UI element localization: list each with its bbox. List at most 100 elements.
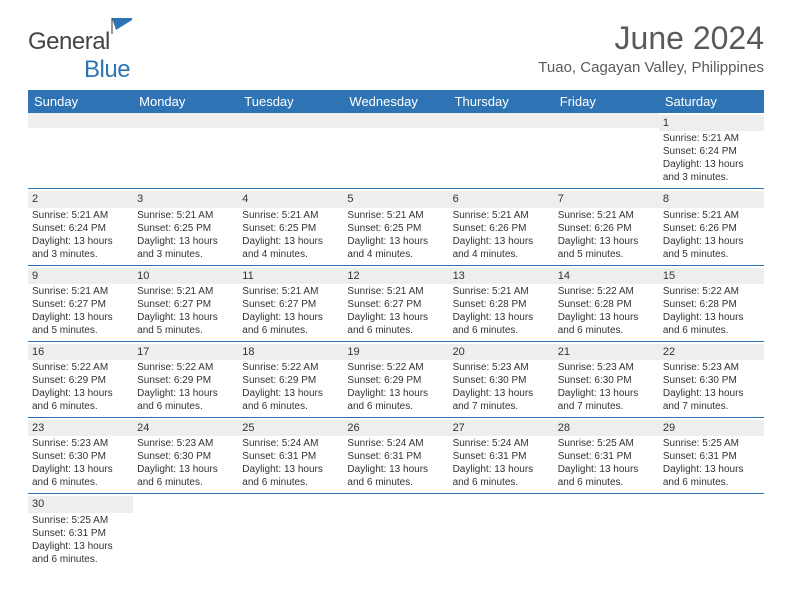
daylight-line: Daylight: 13 hours and 6 minutes. [137,387,234,413]
sunset-line: Sunset: 6:31 PM [242,450,339,463]
sunrise-line: Sunrise: 5:21 AM [242,209,339,222]
calendar-cell: 8Sunrise: 5:21 AMSunset: 6:26 PMDaylight… [659,189,764,265]
sunset-line: Sunset: 6:30 PM [32,450,129,463]
sunset-line: Sunset: 6:31 PM [347,450,444,463]
sunset-line: Sunset: 6:27 PM [242,298,339,311]
calendar-cell: 16Sunrise: 5:22 AMSunset: 6:29 PMDayligh… [28,341,133,417]
calendar-cell: 23Sunrise: 5:23 AMSunset: 6:30 PMDayligh… [28,418,133,494]
day-number: 20 [449,344,554,360]
sunset-line: Sunset: 6:29 PM [347,374,444,387]
sunset-line: Sunset: 6:31 PM [558,450,655,463]
daylight-line: Daylight: 13 hours and 6 minutes. [558,463,655,489]
calendar-header-row: SundayMondayTuesdayWednesdayThursdayFrid… [28,90,764,113]
logo-text-1: General [28,28,110,55]
calendar-week-row: 30Sunrise: 5:25 AMSunset: 6:31 PMDayligh… [28,494,764,570]
day-number: 23 [28,420,133,436]
calendar-cell: 13Sunrise: 5:21 AMSunset: 6:28 PMDayligh… [449,265,554,341]
sunrise-line: Sunrise: 5:21 AM [137,209,234,222]
daylight-line: Daylight: 13 hours and 6 minutes. [137,463,234,489]
day-number: 19 [343,344,448,360]
sunrise-line: Sunrise: 5:21 AM [137,285,234,298]
sunrise-line: Sunrise: 5:21 AM [558,209,655,222]
sunrise-line: Sunrise: 5:22 AM [32,361,129,374]
day-number: 3 [133,191,238,207]
logo-text-2: Blue [84,56,130,83]
calendar-cell [28,113,133,189]
sunrise-line: Sunrise: 5:21 AM [663,209,760,222]
location-text: Tuao, Cagayan Valley, Philippines [538,59,764,76]
calendar-cell: 22Sunrise: 5:23 AMSunset: 6:30 PMDayligh… [659,341,764,417]
sunset-line: Sunset: 6:30 PM [663,374,760,387]
sunset-line: Sunset: 6:27 PM [347,298,444,311]
calendar-cell: 30Sunrise: 5:25 AMSunset: 6:31 PMDayligh… [28,494,133,570]
day-header: Wednesday [343,90,448,113]
sunrise-line: Sunrise: 5:22 AM [558,285,655,298]
daylight-line: Daylight: 13 hours and 5 minutes. [137,311,234,337]
calendar-cell: 3Sunrise: 5:21 AMSunset: 6:25 PMDaylight… [133,189,238,265]
calendar-cell [659,494,764,570]
calendar-week-row: 23Sunrise: 5:23 AMSunset: 6:30 PMDayligh… [28,418,764,494]
calendar-week-row: 2Sunrise: 5:21 AMSunset: 6:24 PMDaylight… [28,189,764,265]
calendar-cell [133,113,238,189]
day-number: 30 [28,496,133,512]
day-number: 12 [343,268,448,284]
calendar-cell [554,494,659,570]
day-number: 6 [449,191,554,207]
daylight-line: Daylight: 13 hours and 7 minutes. [663,387,760,413]
daylight-line: Daylight: 13 hours and 6 minutes. [453,311,550,337]
sunrise-line: Sunrise: 5:21 AM [347,209,444,222]
calendar-cell: 5Sunrise: 5:21 AMSunset: 6:25 PMDaylight… [343,189,448,265]
daylight-line: Daylight: 13 hours and 4 minutes. [347,235,444,261]
sunset-line: Sunset: 6:26 PM [558,222,655,235]
daylight-line: Daylight: 13 hours and 3 minutes. [663,158,760,184]
calendar-cell: 20Sunrise: 5:23 AMSunset: 6:30 PMDayligh… [449,341,554,417]
daylight-line: Daylight: 13 hours and 5 minutes. [32,311,129,337]
day-number: 4 [238,191,343,207]
daylight-line: Daylight: 13 hours and 5 minutes. [663,235,760,261]
calendar-cell [133,494,238,570]
calendar-cell: 17Sunrise: 5:22 AMSunset: 6:29 PMDayligh… [133,341,238,417]
day-number: 24 [133,420,238,436]
sunrise-line: Sunrise: 5:23 AM [558,361,655,374]
sunset-line: Sunset: 6:24 PM [663,145,760,158]
calendar-body: 1Sunrise: 5:21 AMSunset: 6:24 PMDaylight… [28,113,764,570]
daylight-line: Daylight: 13 hours and 6 minutes. [347,387,444,413]
sunrise-line: Sunrise: 5:24 AM [453,437,550,450]
sunset-line: Sunset: 6:24 PM [32,222,129,235]
calendar-cell: 12Sunrise: 5:21 AMSunset: 6:27 PMDayligh… [343,265,448,341]
calendar-cell: 10Sunrise: 5:21 AMSunset: 6:27 PMDayligh… [133,265,238,341]
daylight-line: Daylight: 13 hours and 6 minutes. [242,463,339,489]
sunset-line: Sunset: 6:29 PM [32,374,129,387]
sunrise-line: Sunrise: 5:21 AM [347,285,444,298]
sunset-line: Sunset: 6:30 PM [137,450,234,463]
calendar-cell: 6Sunrise: 5:21 AMSunset: 6:26 PMDaylight… [449,189,554,265]
daylight-line: Daylight: 13 hours and 6 minutes. [558,311,655,337]
sunset-line: Sunset: 6:26 PM [453,222,550,235]
sunrise-line: Sunrise: 5:21 AM [32,209,129,222]
sunrise-line: Sunrise: 5:23 AM [453,361,550,374]
sunrise-line: Sunrise: 5:23 AM [137,437,234,450]
calendar-cell: 26Sunrise: 5:24 AMSunset: 6:31 PMDayligh… [343,418,448,494]
day-number: 18 [238,344,343,360]
daylight-line: Daylight: 13 hours and 5 minutes. [558,235,655,261]
calendar-page: GeneralBlue June 2024 Tuao, Cagayan Vall… [0,0,792,570]
calendar-cell [343,494,448,570]
calendar-cell [343,113,448,189]
sunrise-line: Sunrise: 5:21 AM [32,285,129,298]
calendar-cell: 15Sunrise: 5:22 AMSunset: 6:28 PMDayligh… [659,265,764,341]
day-header: Thursday [449,90,554,113]
sunrise-line: Sunrise: 5:25 AM [663,437,760,450]
sunset-line: Sunset: 6:27 PM [32,298,129,311]
calendar-cell: 29Sunrise: 5:25 AMSunset: 6:31 PMDayligh… [659,418,764,494]
calendar-week-row: 1Sunrise: 5:21 AMSunset: 6:24 PMDaylight… [28,113,764,189]
daylight-line: Daylight: 13 hours and 6 minutes. [32,540,129,566]
sunset-line: Sunset: 6:28 PM [663,298,760,311]
day-number: 9 [28,268,133,284]
day-number: 5 [343,191,448,207]
day-header: Tuesday [238,90,343,113]
sunset-line: Sunset: 6:31 PM [453,450,550,463]
day-number: 25 [238,420,343,436]
sunrise-line: Sunrise: 5:21 AM [663,132,760,145]
sunrise-line: Sunrise: 5:22 AM [242,361,339,374]
daylight-line: Daylight: 13 hours and 7 minutes. [453,387,550,413]
